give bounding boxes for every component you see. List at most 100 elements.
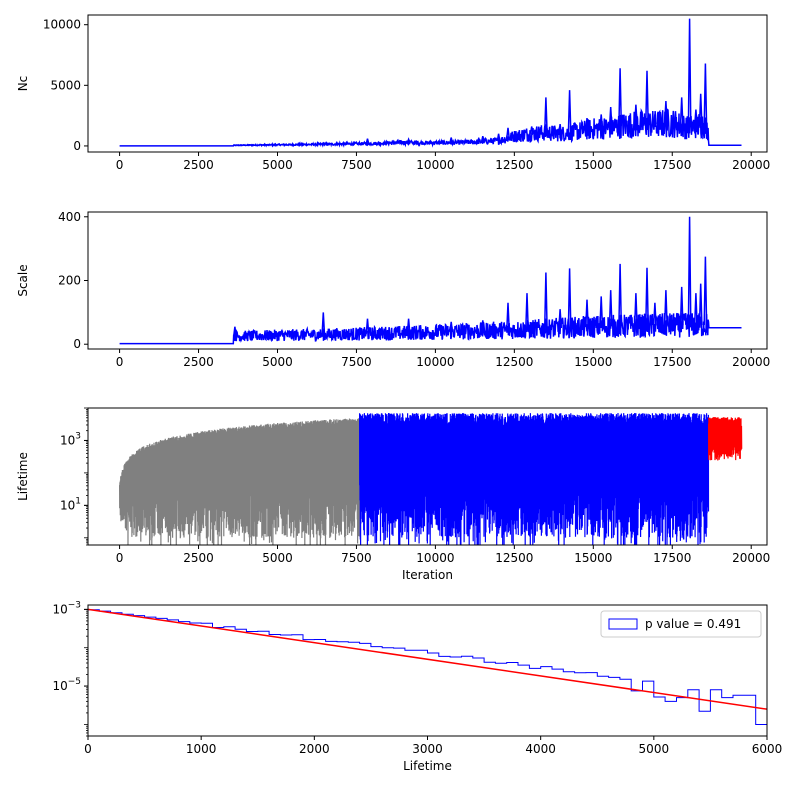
data-spike: [693, 109, 698, 126]
x-tick-label: 17500: [653, 158, 691, 172]
x-tick-label: 1000: [186, 742, 217, 756]
data-spike: [321, 141, 326, 145]
x-tick-label: 0: [116, 355, 124, 369]
data-spike: [698, 283, 703, 326]
axes-frame: [87, 407, 768, 546]
x-tick-label: 2500: [183, 355, 214, 369]
axes-frame: [87, 14, 768, 153]
x-tick-label: 15000: [574, 551, 612, 565]
data-spike: [645, 267, 649, 326]
data-spike: [698, 93, 703, 125]
x-tick-label: 10000: [416, 551, 454, 565]
x-tick-label: 5000: [262, 158, 293, 172]
data-spike: [480, 136, 485, 142]
y-tick-label: 10−5: [52, 677, 81, 693]
x-tick-label: 4000: [525, 742, 556, 756]
data-spike: [506, 127, 510, 139]
legend-swatch: [608, 618, 638, 630]
data-spike: [365, 318, 370, 334]
data-spike: [663, 101, 668, 124]
x-tick-label: 0: [116, 551, 124, 565]
data-spike: [608, 290, 613, 327]
data-spike: [703, 63, 708, 127]
x-tick-label: 2500: [183, 158, 214, 172]
y-axis-label: Scale: [16, 264, 30, 296]
x-axis-label: Lifetime: [403, 759, 452, 773]
y-tick-label: 400: [58, 210, 81, 224]
x-tick-label: 0: [116, 158, 124, 172]
x-tick-label: 17500: [653, 355, 691, 369]
data-spike: [496, 133, 501, 141]
data-spike: [449, 321, 454, 332]
data-spike: [529, 126, 534, 134]
series-line: [119, 108, 742, 148]
data-spike: [608, 107, 613, 128]
x-tick-label: 7500: [341, 551, 372, 565]
x-tick-label: 2500: [183, 551, 214, 565]
series-line: [119, 312, 742, 345]
data-spike: [543, 97, 548, 133]
data-spike: [599, 114, 604, 129]
data-spike: [599, 296, 604, 327]
data-spike: [663, 290, 668, 326]
data-spike: [687, 216, 692, 326]
x-tick-label: 20000: [732, 158, 770, 172]
data-spike: [618, 68, 623, 127]
data-spike: [525, 293, 529, 330]
x-tick-label: 12500: [495, 158, 533, 172]
x-tick-label: 20000: [732, 355, 770, 369]
x-tick-label: 10000: [416, 158, 454, 172]
x-tick-label: 12500: [495, 355, 533, 369]
lifetime-series-0: [119, 418, 361, 545]
y-tick-label: 101: [60, 496, 81, 512]
y-tick-label: 200: [58, 274, 81, 288]
y-tick-label: 103: [60, 431, 81, 447]
lifetime-series-2: [708, 417, 743, 461]
data-spike: [652, 114, 657, 125]
x-tick-label: 7500: [341, 355, 372, 369]
x-tick-label: 15000: [574, 158, 612, 172]
data-spike: [365, 138, 370, 144]
x-tick-label: 5000: [639, 742, 670, 756]
x-tick-label: 20000: [732, 551, 770, 565]
x-axis-label: Iteration: [402, 568, 453, 582]
data-spike: [406, 137, 411, 143]
y-tick-label: 10−3: [52, 600, 81, 616]
data-spike: [543, 272, 548, 329]
lifetime-panel: 0 2500 5000 7500 10000 12500 15000 17500 20000 10…: [16, 407, 770, 582]
x-tick-label: 5000: [262, 551, 293, 565]
data-spike: [633, 293, 638, 326]
data-spike: [633, 104, 638, 125]
fit-line: [88, 608, 767, 710]
x-tick-label: 12500: [495, 551, 533, 565]
histogram-steps: [88, 609, 767, 725]
x-tick-label: 6000: [752, 742, 783, 756]
legend-label: p value = 0.491: [645, 617, 741, 631]
data-spike: [406, 318, 411, 333]
lifetime-histogram-panel: 0 1000 2000 3000 4000 5000 6000 10−5 10−3 Lifetim…: [52, 600, 782, 773]
nc-panel: 0 2500 5000 7500 10000 12500 15000 17500 20000 0 5…: [16, 14, 770, 172]
data-spike: [703, 256, 708, 326]
data-spike: [679, 286, 684, 326]
legend: p value = 0.491: [600, 610, 762, 638]
lifetime-series-1: [359, 412, 710, 545]
y-tick-label: 10000: [43, 18, 81, 32]
x-tick-label: 3000: [412, 742, 443, 756]
data-spike: [558, 124, 563, 134]
data-spike: [645, 70, 649, 125]
y-tick-label: 0: [73, 139, 81, 153]
y-tick-label: 0: [73, 337, 81, 351]
y-tick-label: 5000: [50, 78, 81, 92]
data-spike: [618, 263, 623, 327]
data-spike: [687, 18, 692, 128]
data-spike: [232, 326, 237, 337]
data-spike: [480, 320, 485, 331]
scale-panel: 0 2500 5000 7500 10000 12500 15000 17500 20000 0 2…: [16, 210, 770, 369]
data-spike: [585, 299, 589, 328]
legend-box: [600, 610, 762, 638]
data-spike: [449, 137, 454, 143]
x-tick-label: 5000: [262, 355, 293, 369]
y-axis-label: Lifetime: [16, 452, 30, 501]
data-spike: [652, 302, 657, 326]
